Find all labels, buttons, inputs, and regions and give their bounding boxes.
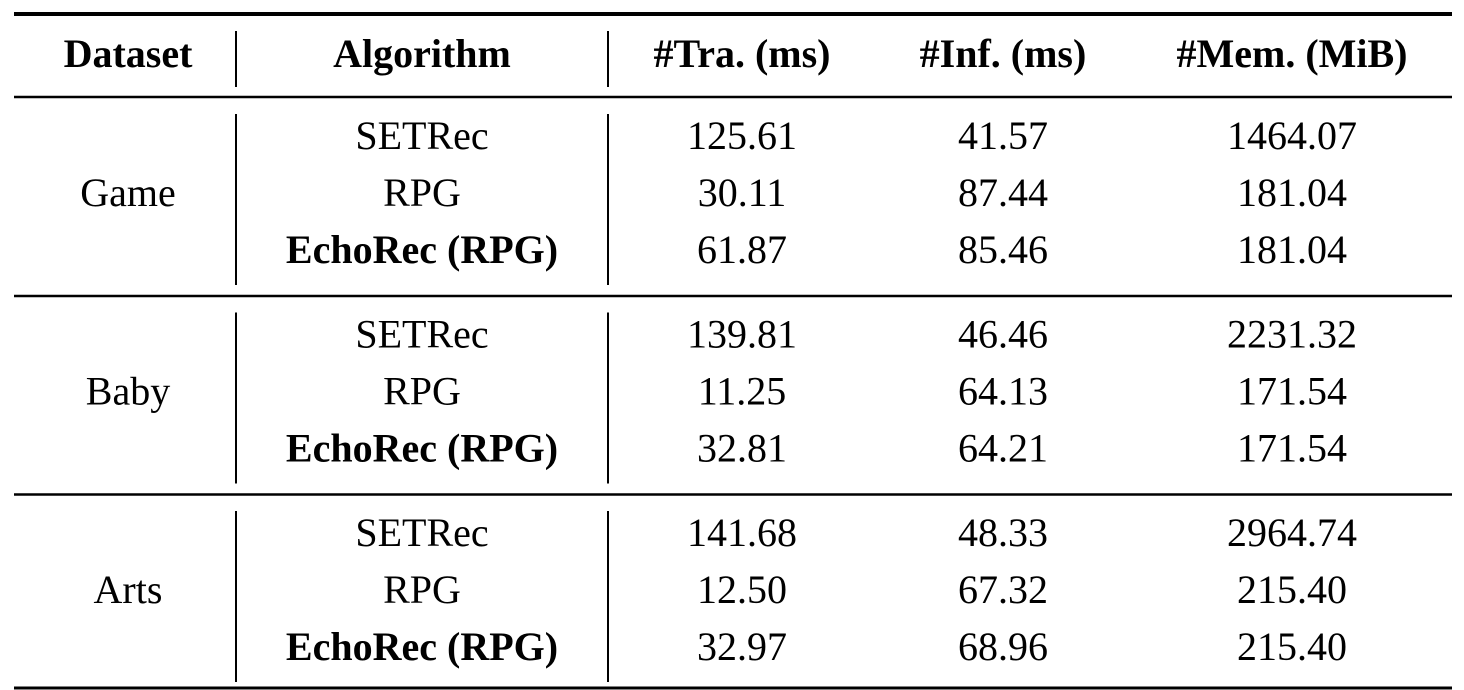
value-cell: 85.46 (958, 227, 1048, 272)
header-cell: #Tra. (ms) (654, 31, 831, 76)
value-cell: 215.40 (1237, 624, 1347, 669)
value-cell: 1464.07 (1227, 113, 1357, 158)
dataset-cell: Game (80, 170, 176, 215)
value-cell: 32.97 (697, 624, 787, 669)
value-cell: 215.40 (1237, 567, 1347, 612)
value-cell: 32.81 (697, 426, 787, 471)
header-cell: Dataset (64, 31, 194, 76)
value-cell: 46.46 (958, 312, 1048, 357)
algorithm-cell: EchoRec (RPG) (286, 426, 558, 471)
value-cell: 2231.32 (1227, 312, 1357, 357)
value-cell: 64.13 (958, 369, 1048, 414)
algorithm-cell: RPG (383, 170, 461, 215)
value-cell: 2964.74 (1227, 510, 1357, 555)
value-cell: 67.32 (958, 567, 1048, 612)
value-cell: 181.04 (1237, 170, 1347, 215)
algorithm-cell: SETRec (355, 113, 488, 158)
algorithm-cell: SETRec (355, 312, 488, 357)
algorithm-cell: RPG (383, 369, 461, 414)
value-cell: 30.11 (698, 170, 787, 215)
value-cell: 61.87 (697, 227, 787, 272)
value-cell: 64.21 (958, 426, 1048, 471)
value-cell: 11.25 (698, 369, 787, 414)
value-cell: 125.61 (687, 113, 797, 158)
dataset-cell: Baby (86, 369, 170, 414)
algorithm-cell: EchoRec (RPG) (286, 624, 558, 669)
algorithm-cell: SETRec (355, 510, 488, 555)
value-cell: 139.81 (687, 312, 797, 357)
value-cell: 141.68 (687, 510, 797, 555)
header-cell: #Mem. (MiB) (1176, 31, 1407, 76)
algorithm-cell: RPG (383, 567, 461, 612)
value-cell: 12.50 (697, 567, 787, 612)
value-cell: 181.04 (1237, 227, 1347, 272)
value-cell: 41.57 (958, 113, 1048, 158)
header-cell: #Inf. (ms) (920, 31, 1087, 76)
value-cell: 87.44 (958, 170, 1048, 215)
value-cell: 48.33 (958, 510, 1048, 555)
dataset-cell: Arts (94, 567, 163, 612)
algorithm-cell: EchoRec (RPG) (286, 227, 558, 272)
value-cell: 68.96 (958, 624, 1048, 669)
value-cell: 171.54 (1237, 426, 1347, 471)
value-cell: 171.54 (1237, 369, 1347, 414)
header-cell: Algorithm (333, 31, 511, 76)
